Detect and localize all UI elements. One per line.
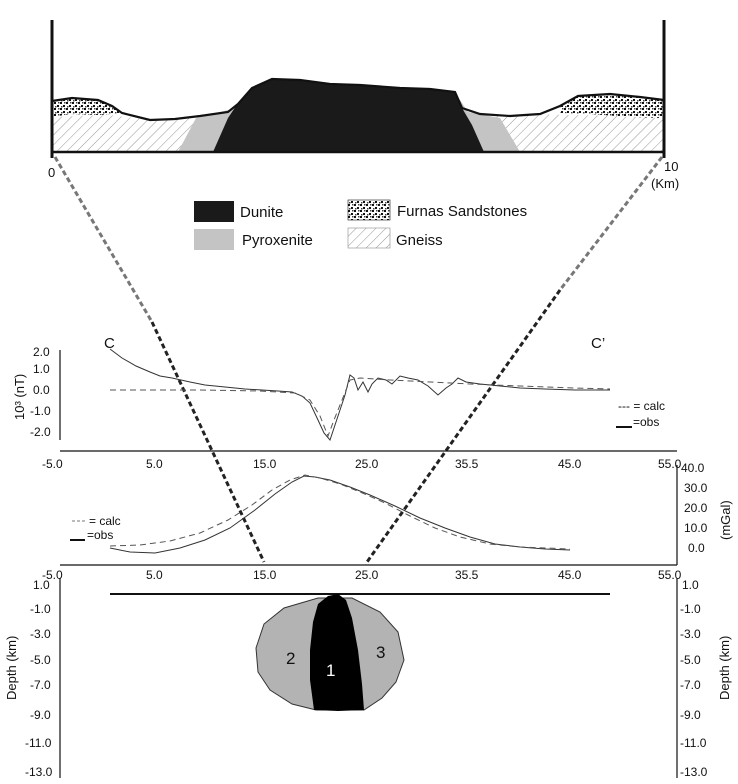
model-ytick-right: -7.0 xyxy=(680,678,701,692)
body-label-3: 3 xyxy=(376,643,385,662)
gravity-xtick: 35.5 xyxy=(455,568,479,582)
model-ytick-right: -13.0 xyxy=(680,765,708,779)
magnetic-xtick: 55.0 xyxy=(658,457,682,471)
magnetic-yticks: 2.0 1.0 0.0 -1.0 -2.0 xyxy=(30,345,51,439)
model-ytick-right: 1.0 xyxy=(682,578,699,592)
model-ytick-left: -5.0 xyxy=(30,653,51,667)
model-ytick-left: -11.0 xyxy=(25,736,52,750)
cross-section: 0 10 (Km) xyxy=(48,20,679,191)
magnetic-xtick: 35.5 xyxy=(455,457,479,471)
model-right-yticks: 1.0 -1.0 -3.0 -5.0 -7.0 -9.0 -11.0 -13.0 xyxy=(680,578,708,779)
legend-swatch-gneiss xyxy=(347,227,391,249)
model-ylabel-right: Depth (km) xyxy=(717,636,732,700)
gravity-xtick: 5.0 xyxy=(146,568,163,582)
connector-right-upper xyxy=(558,156,664,291)
surface-line xyxy=(51,77,665,122)
magnetic-xtick: 25.0 xyxy=(355,457,379,471)
gravity-xticks: -5.0 5.0 15.0 25.0 35.5 45.0 55.0 xyxy=(42,568,682,582)
connector-left-upper xyxy=(53,156,154,323)
gravity-ytick: 20.0 xyxy=(684,501,708,515)
profile-start-label: C xyxy=(104,335,115,352)
magnetic-xtick: 15.0 xyxy=(253,457,277,471)
body-label-2: 2 xyxy=(286,649,295,668)
magnetic-calc-curve xyxy=(110,377,611,438)
gravity-obs-curve xyxy=(109,475,571,554)
dunite-body xyxy=(310,594,364,711)
profile-end-label: C’ xyxy=(591,335,605,352)
gravity-xtick: 25.0 xyxy=(355,568,379,582)
legend-swatch-dunite xyxy=(194,201,234,222)
model-ylabel-left: Depth (km) xyxy=(4,636,19,700)
magnetic-panel: C C’ 10³ (nT) 2.0 1.0 0.0 -1.0 -2.0 -5.0… xyxy=(12,335,682,471)
sandstone-right xyxy=(560,94,664,118)
magnetic-legend-calc: --- = calc xyxy=(618,399,665,413)
model-ytick-right: -9.0 xyxy=(680,708,701,722)
magnetic-ytick: -1.0 xyxy=(30,404,51,418)
legend-swatch-sandstone xyxy=(347,199,391,221)
scale-start-label: 0 xyxy=(48,165,55,180)
dunite-unit xyxy=(213,79,484,152)
connector-left-lower xyxy=(150,321,266,563)
model-panel: 1.0 -1.0 -3.0 -5.0 -7.0 -9.0 -11.0 -13.0… xyxy=(4,578,732,779)
connector-lines xyxy=(53,156,664,563)
model-ytick-right: -11.0 xyxy=(680,736,707,750)
gravity-xtick: 55.0 xyxy=(658,568,682,582)
model-ytick-left: -9.0 xyxy=(30,708,51,722)
gravity-yticks: 40.0 30.0 20.0 10.0 0.0 xyxy=(681,461,708,555)
sandstone-left xyxy=(52,98,120,117)
model-ytick-left: 1.0 xyxy=(33,578,50,592)
model-ytick-left: -7.0 xyxy=(30,678,51,692)
magnetic-obs-curve xyxy=(109,348,610,441)
magnetic-legend-obs: =obs xyxy=(633,415,659,429)
scale-unit-label: (Km) xyxy=(651,176,679,191)
legend-label-pyroxenite: Pyroxenite xyxy=(242,232,313,249)
magnetic-xtick: 5.0 xyxy=(146,457,163,471)
gravity-ytick: 0.0 xyxy=(688,541,705,555)
legend-label-dunite: Dunite xyxy=(240,204,283,221)
gravity-xtick: 45.0 xyxy=(558,568,582,582)
model-ytick-left: -3.0 xyxy=(30,627,51,641)
model-ytick-right: -5.0 xyxy=(680,653,701,667)
gravity-ytick: 40.0 xyxy=(681,461,705,475)
gravity-ylabel: (mGal) xyxy=(718,500,733,540)
model-ytick-right: -1.0 xyxy=(680,602,701,616)
model-ytick-right: -3.0 xyxy=(680,627,701,641)
gravity-legend-obs: =obs xyxy=(87,528,113,542)
model-ytick-left: -1.0 xyxy=(30,602,51,616)
magnetic-xtick: 45.0 xyxy=(558,457,582,471)
legend: Dunite Pyroxenite Furnas Sandstones Gnei… xyxy=(194,199,527,250)
scale-end-label: 10 xyxy=(664,159,678,174)
legend-label-sandstone: Furnas Sandstones xyxy=(397,203,527,220)
legend-swatch-pyroxenite xyxy=(194,229,234,250)
magnetic-ytick: 2.0 xyxy=(33,345,50,359)
gravity-panel: 40.0 30.0 20.0 10.0 0.0 (mGal) -5.0 5.0 … xyxy=(42,461,733,582)
gravity-legend-calc: = calc xyxy=(89,514,121,528)
magnetic-ytick: 0.0 xyxy=(33,383,50,397)
gravity-calc-curve xyxy=(109,474,571,550)
model-left-yticks: 1.0 -1.0 -3.0 -5.0 -7.0 -9.0 -11.0 -13.0 xyxy=(25,578,53,779)
magnetic-ylabel: 10³ (nT) xyxy=(12,374,27,420)
gravity-ytick: 30.0 xyxy=(684,481,708,495)
gravity-xtick: -5.0 xyxy=(42,568,63,582)
body-label-1: 1 xyxy=(326,661,335,680)
magnetic-ytick: -2.0 xyxy=(30,425,51,439)
gravity-xtick: 15.0 xyxy=(253,568,277,582)
model-ytick-left: -13.0 xyxy=(25,765,53,779)
magnetic-ytick: 1.0 xyxy=(33,362,50,376)
magnetic-xticks: -5.0 5.0 15.0 25.0 35.5 45.0 55.0 xyxy=(42,457,682,471)
magnetic-xtick: -5.0 xyxy=(42,457,63,471)
connector-right-lower xyxy=(365,289,562,563)
legend-label-gneiss: Gneiss xyxy=(396,232,443,249)
gravity-ytick: 10.0 xyxy=(684,521,708,535)
